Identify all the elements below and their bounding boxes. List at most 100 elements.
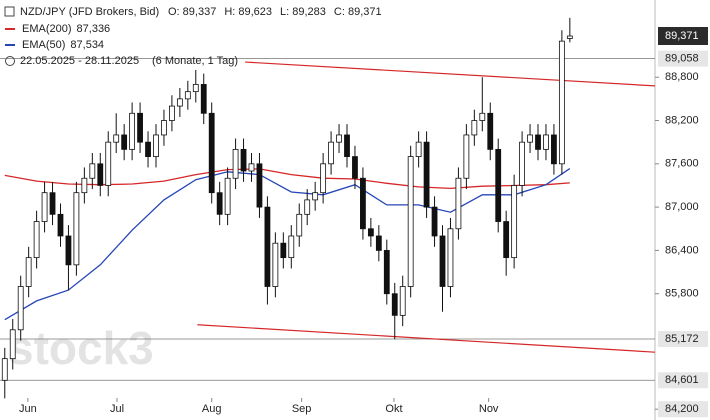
candle-body: [407, 156, 414, 287]
candle-body: [33, 221, 40, 259]
candle-body: [113, 134, 120, 143]
tick-box: [658, 401, 708, 418]
candle-body: [224, 177, 231, 215]
candle-body: [487, 112, 494, 150]
y-tick-label: 87,600: [665, 158, 699, 170]
x-tick-label: Jul: [110, 403, 124, 415]
level-box: [658, 50, 708, 67]
candle-body: [423, 141, 430, 208]
candle-body: [89, 163, 96, 179]
candle-body: [360, 177, 366, 230]
trendline: [197, 324, 656, 353]
x-tick-label: Okt: [385, 403, 402, 415]
ohlc-label: H: 89,623: [224, 6, 272, 18]
trendline: [245, 61, 656, 87]
candle-body: [495, 148, 502, 222]
instrument-icon: [4, 6, 15, 17]
candle-body: [511, 185, 518, 259]
legend-name: EMA(50): [22, 39, 65, 51]
candle-body: [184, 91, 191, 100]
legend: NZD/JPY (JFD Brokers, Bid) 22.05.2025 - …: [4, 6, 238, 67]
candle-body: [527, 134, 533, 143]
candle-body: [439, 235, 446, 287]
candle-body: [240, 148, 247, 172]
candle-body: [288, 235, 295, 259]
y-tick-label: 87,000: [665, 201, 699, 213]
x-tick-label: Sep: [292, 403, 312, 415]
y-tick-label: 86,400: [665, 244, 699, 256]
ema-line: [4, 168, 571, 321]
candle-body: [200, 84, 207, 114]
candle-body: [383, 250, 390, 295]
candle-body: [320, 163, 327, 194]
candle-body: [129, 112, 136, 150]
candle-body: [1, 358, 8, 381]
candle-body: [256, 163, 263, 208]
legend-value: 87,534: [70, 39, 104, 51]
candle-body: [216, 192, 223, 215]
candle-body: [431, 206, 438, 237]
candle-body: [280, 242, 287, 259]
level-label: 85,172: [665, 333, 699, 345]
candle-body: [367, 228, 374, 237]
candle-body: [551, 134, 557, 165]
candle-body: [336, 134, 342, 143]
candle-body: [272, 242, 279, 287]
candle-body: [153, 134, 159, 157]
candle-body: [9, 329, 16, 360]
candle-body: [463, 134, 470, 179]
candle-body: [145, 141, 151, 157]
last-price-label: 89,371: [665, 30, 699, 42]
candle-body: [208, 112, 215, 194]
candle-body: [97, 163, 104, 186]
watermark: stock3: [8, 322, 154, 374]
candle-body: [304, 199, 311, 215]
level-box: [658, 372, 708, 389]
candle-body: [169, 105, 175, 121]
level-label: 89,058: [665, 53, 699, 65]
candle-body: [503, 221, 510, 259]
candle-body: [519, 141, 525, 186]
level-box: [658, 331, 708, 348]
candle-body: [232, 148, 239, 179]
level-label: 84,601: [665, 374, 699, 386]
ohlc-label: O: 89,337: [168, 6, 216, 18]
instrument: NZD/JPY (JFD Brokers, Bid): [20, 6, 159, 18]
candle-body: [375, 235, 382, 251]
candle-body: [479, 112, 486, 121]
candle-body: [312, 192, 319, 201]
date-range: 22.05.2025 - 28.11.2025: [20, 55, 139, 67]
candle-body: [49, 192, 56, 215]
candle-body: [296, 213, 303, 237]
candle-body: [471, 120, 478, 136]
price-axis-bg: [655, 0, 710, 420]
x-tick-label: Jun: [19, 403, 37, 415]
legend-value: 87,336: [77, 23, 111, 35]
y-tick-label: 85,800: [665, 288, 699, 300]
candle-body: [352, 156, 358, 179]
candle-body: [543, 134, 549, 150]
candle-body: [81, 177, 88, 194]
candle-body: [17, 286, 24, 331]
candle-body: [447, 228, 454, 287]
candle-body: [41, 192, 48, 222]
last-price-box: [658, 27, 708, 46]
candle-body: [137, 112, 143, 143]
ohlc-label: L: 89,283: [280, 6, 326, 18]
clock-icon: [5, 56, 15, 66]
ohlc-label: C: 89,371: [334, 6, 382, 18]
y-tick-label: 88,800: [665, 71, 699, 83]
candle-body: [192, 84, 199, 93]
y-tick-label: 88,200: [665, 114, 699, 126]
legend-name: EMA(200): [22, 23, 72, 35]
candle-body: [105, 141, 112, 186]
plot: [0, 17, 656, 399]
candle-body: [65, 235, 72, 266]
candle-body: [73, 192, 80, 266]
candle-body: [344, 134, 350, 157]
period: (6 Monate, 1 Tag): [152, 55, 238, 67]
x-tick-label: Aug: [202, 403, 222, 415]
candle-body: [57, 213, 64, 237]
